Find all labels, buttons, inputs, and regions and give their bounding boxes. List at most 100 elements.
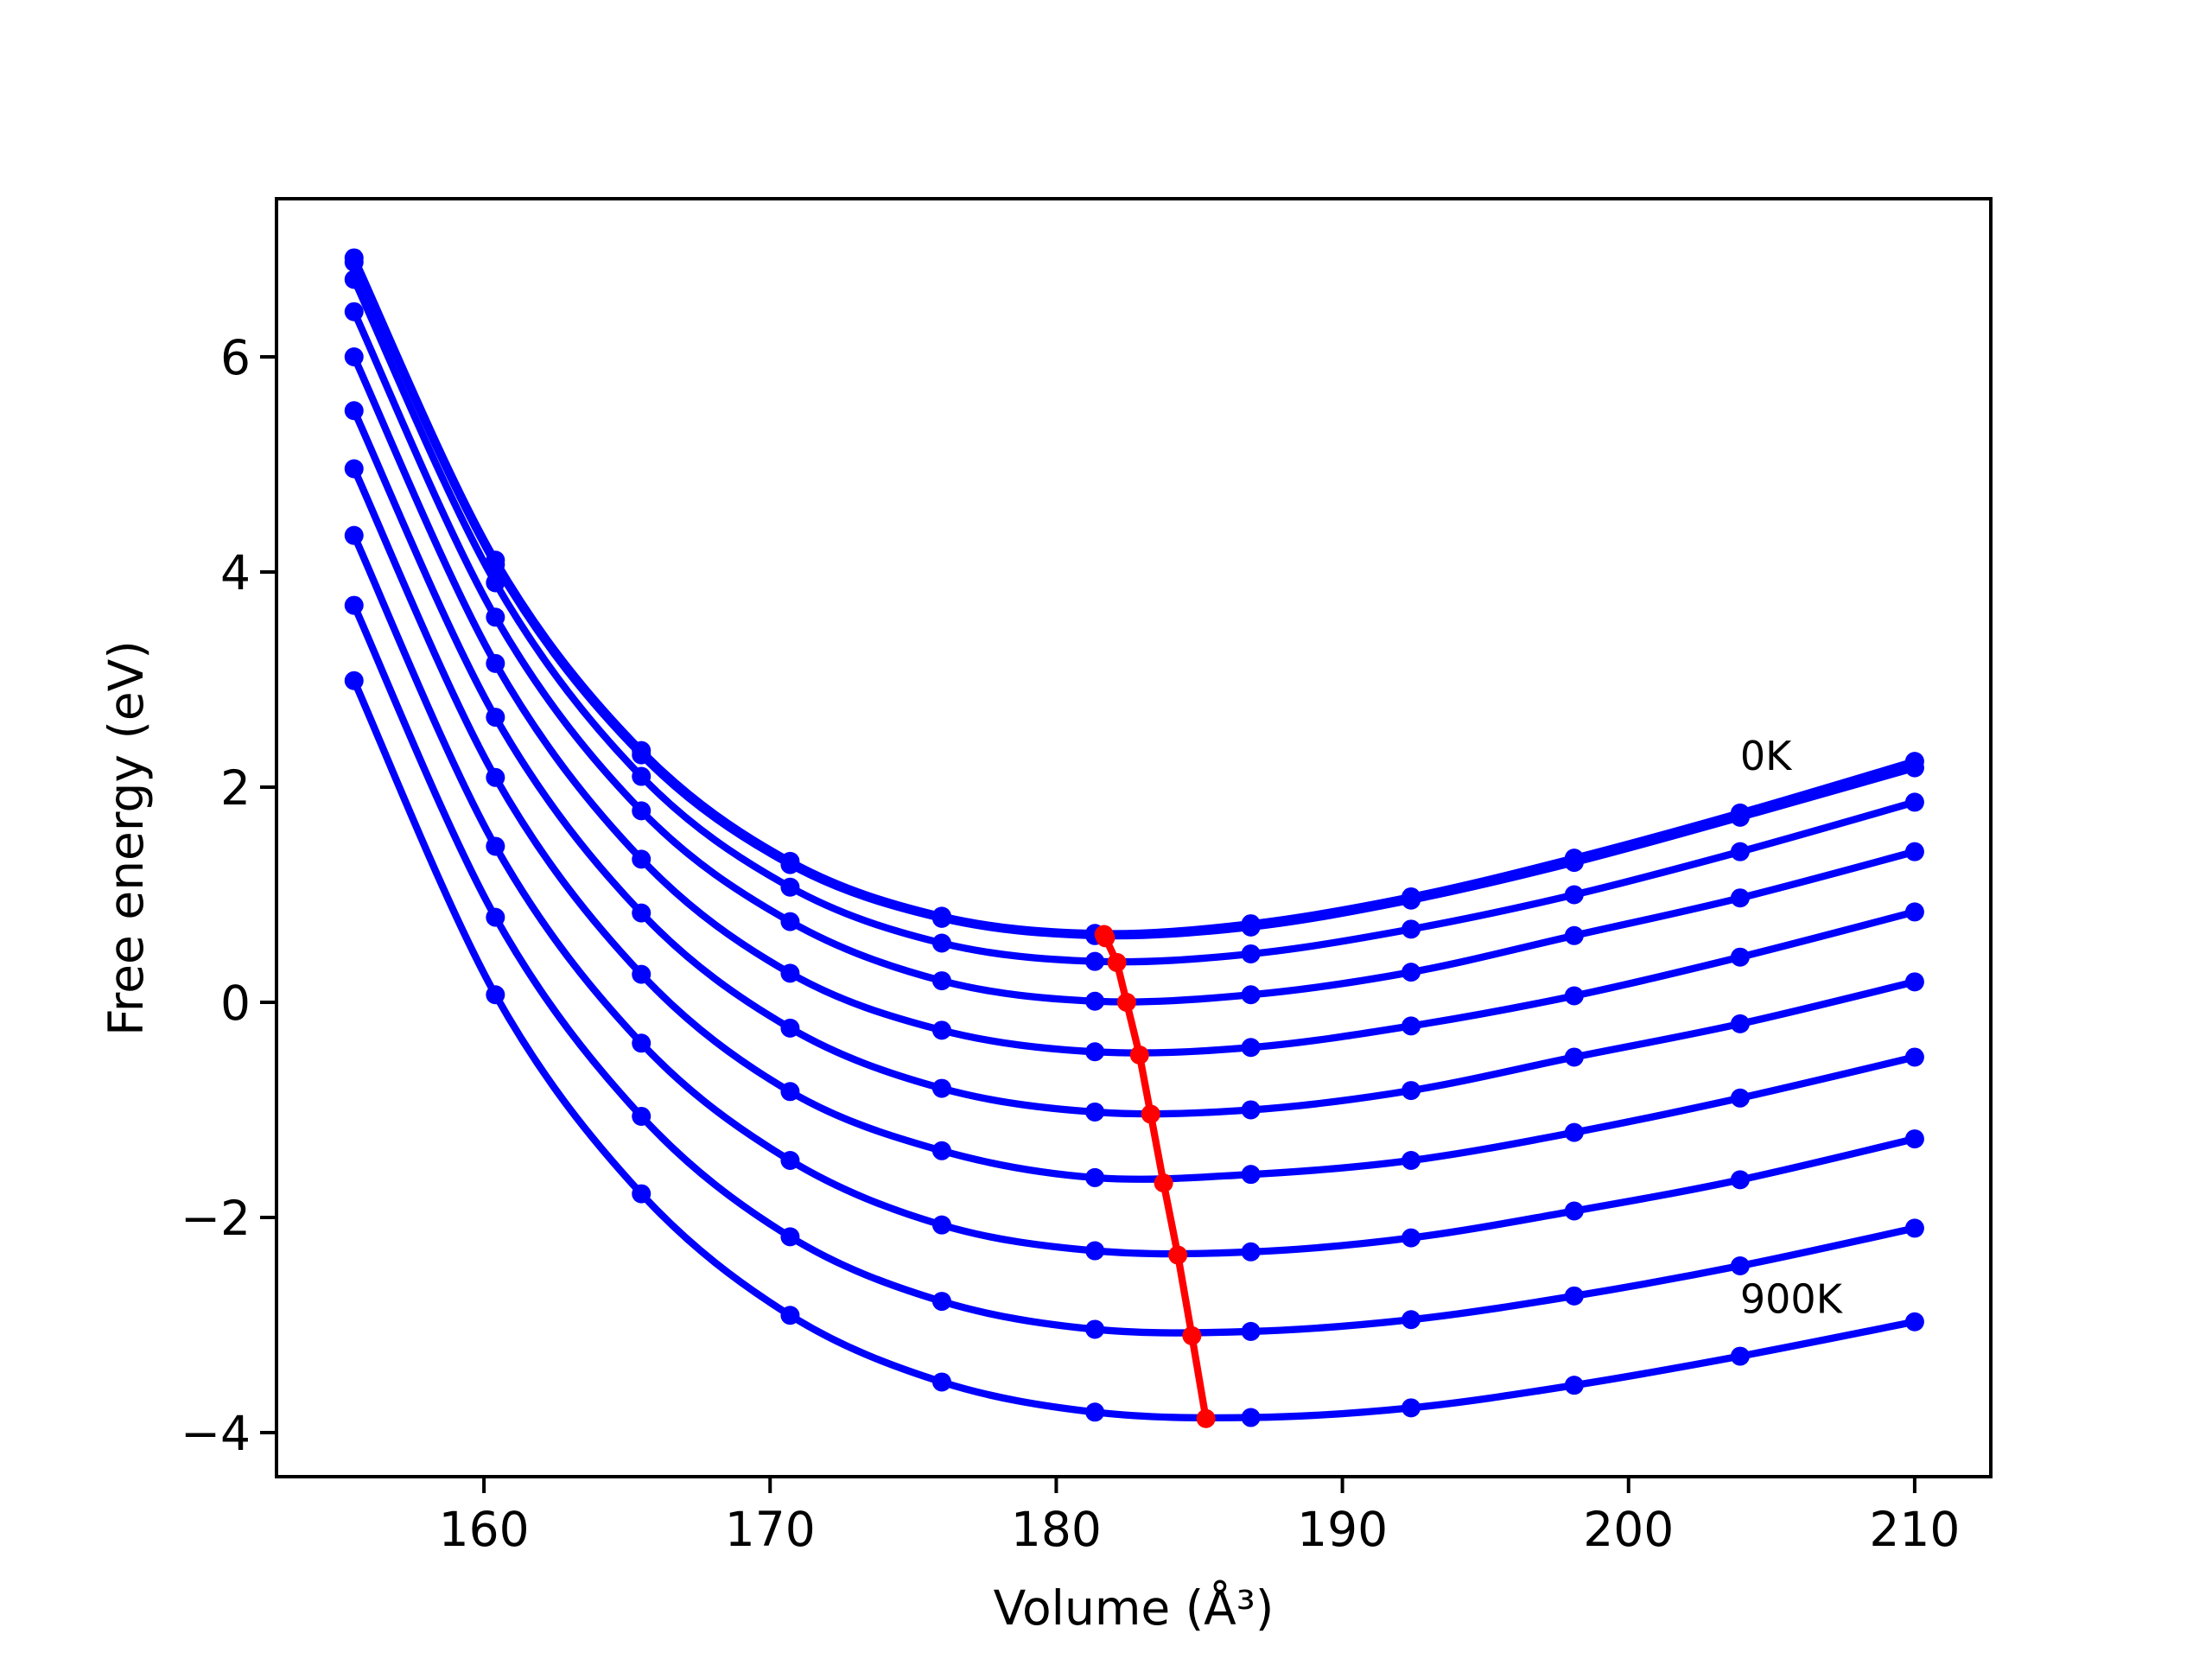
data-point (1241, 1321, 1261, 1341)
data-point (1085, 991, 1105, 1011)
y-tick-label: 0 (220, 976, 251, 1031)
x-tick-label: 180 (1011, 1502, 1102, 1557)
data-point (1085, 1241, 1105, 1261)
data-point (486, 653, 505, 673)
x-axis-label: Volume (Å³) (994, 1580, 1274, 1636)
data-point (1402, 1228, 1421, 1248)
data-point (1182, 1325, 1202, 1345)
data-point (1241, 1100, 1261, 1120)
data-point (1168, 1245, 1188, 1265)
data-point (1904, 1218, 1924, 1238)
data-point (1564, 1376, 1584, 1395)
data-point (1730, 1170, 1750, 1190)
y-tick-label: 2 (220, 760, 251, 816)
data-point (1085, 1319, 1105, 1339)
data-point (632, 766, 652, 786)
data-point (1107, 952, 1127, 972)
data-point (1241, 985, 1261, 1005)
y-tick-label: −2 (181, 1191, 251, 1246)
series-line (350, 533, 1916, 1258)
series-line (350, 409, 1916, 1118)
series-line (350, 355, 1916, 1057)
data-point (1904, 792, 1924, 812)
data-point (1730, 888, 1750, 908)
data-point (931, 1020, 951, 1040)
data-point (632, 964, 652, 984)
y-tick-label: 4 (220, 545, 251, 601)
data-point (1564, 925, 1584, 945)
data-point (486, 836, 505, 856)
data-point (931, 933, 951, 953)
y-tick-label: 6 (220, 330, 251, 385)
data-point (344, 302, 364, 321)
data-point (344, 525, 364, 545)
data-point (1904, 842, 1924, 861)
series-line (350, 260, 1916, 940)
data-point (1241, 944, 1261, 963)
data-point (1564, 986, 1584, 1006)
data-point (486, 708, 505, 728)
data-point (1564, 1047, 1584, 1067)
data-point (1241, 917, 1261, 937)
data-point (632, 849, 652, 869)
data-point (931, 1215, 951, 1235)
data-point (486, 985, 505, 1005)
x-tick-label: 170 (725, 1502, 816, 1557)
data-point (1154, 1173, 1173, 1193)
data-point (632, 903, 652, 923)
annotation: 900K (1740, 1276, 1844, 1323)
data-point (1904, 1312, 1924, 1332)
data-point (780, 912, 800, 931)
data-point (1402, 1310, 1421, 1330)
data-point (632, 1033, 652, 1053)
data-point (344, 252, 364, 272)
data-point (931, 908, 951, 928)
data-point (931, 1141, 951, 1160)
data-point (1730, 1255, 1750, 1275)
series-line (350, 467, 1916, 1183)
x-tick-label: 160 (439, 1502, 530, 1557)
data-point (1096, 928, 1116, 948)
data-point (1085, 951, 1105, 971)
series-line (350, 679, 1916, 1422)
data-point (1116, 992, 1136, 1012)
data-point (1904, 902, 1924, 922)
data-point (344, 347, 364, 367)
data-point (1196, 1408, 1216, 1428)
data-point (1730, 1346, 1750, 1366)
axes-frame (275, 197, 1993, 1478)
data-point (1564, 1286, 1584, 1306)
data-point (1129, 1045, 1149, 1065)
data-point (1241, 1242, 1261, 1262)
data-point (1730, 1088, 1750, 1108)
data-point (1904, 972, 1924, 992)
data-point (1730, 1014, 1750, 1033)
series-line (350, 277, 1916, 966)
data-point (780, 1082, 800, 1102)
data-point (344, 459, 364, 479)
data-point (780, 1150, 800, 1170)
data-point (486, 767, 505, 787)
data-point (1904, 1129, 1924, 1149)
series-line (1100, 932, 1210, 1420)
data-point (1564, 885, 1584, 905)
data-point (1085, 1167, 1105, 1187)
data-point (344, 595, 364, 615)
data-point (780, 1227, 800, 1247)
data-point (1564, 1122, 1584, 1142)
data-point (780, 963, 800, 983)
data-point (1730, 807, 1750, 827)
data-point (632, 745, 652, 765)
data-point (931, 1078, 951, 1098)
data-point (1730, 842, 1750, 861)
x-tick-label: 210 (1869, 1502, 1960, 1557)
data-point (931, 1372, 951, 1392)
data-point (1564, 853, 1584, 873)
data-point (486, 607, 505, 627)
data-point (1402, 1081, 1421, 1101)
x-tick-label: 200 (1583, 1502, 1674, 1557)
data-point (1085, 1402, 1105, 1422)
data-point (1241, 1408, 1261, 1427)
